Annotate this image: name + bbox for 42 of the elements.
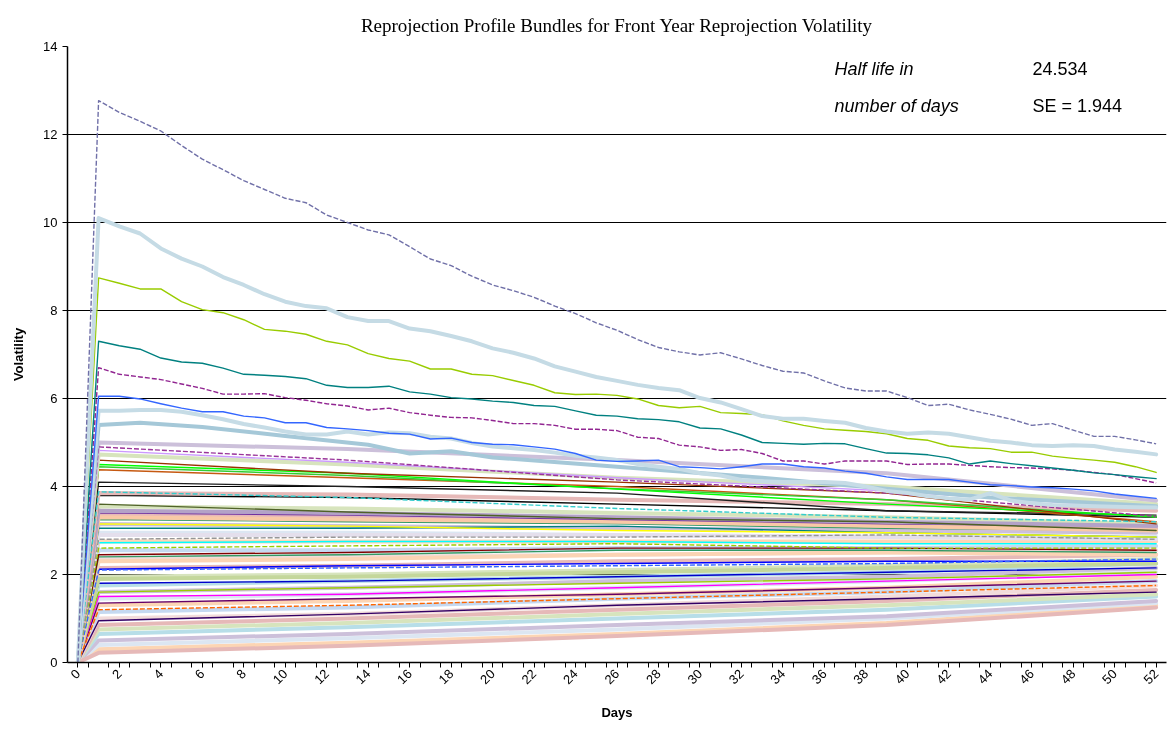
x-tick-label: 46 [1016,666,1038,688]
y-axis-title: Volatility [11,327,27,382]
x-tick-label: 38 [850,666,872,688]
x-tick-label: 24 [560,666,581,688]
x-tick-label: 44 [974,666,996,688]
annotation: Half life in [834,58,914,79]
x-tick-label: 16 [394,666,415,688]
x-tick-label: 18 [435,666,457,688]
x-tick-label: 0 [67,666,84,682]
y-tick-label: 4 [50,479,58,494]
y-tick-label: 8 [50,303,58,318]
x-tick-label: 36 [808,666,830,688]
annotation: number of days [834,95,959,116]
y-tick-label: 10 [43,215,58,230]
x-tick-label: 4 [150,666,167,682]
x-tick-label: 50 [1099,666,1120,688]
annotation: SE = 1.944 [1032,95,1122,116]
x-tick-label: 6 [191,666,208,682]
y-tick-label: 0 [50,655,58,670]
x-tick-label: 10 [269,666,291,688]
x-tick-label: 20 [477,666,498,688]
y-tick-label: 14 [43,39,58,54]
x-tick-label: 40 [891,666,913,688]
y-tick-label: 2 [50,567,58,582]
x-tick-label: 32 [725,666,747,688]
x-tick-label: 48 [1057,666,1079,688]
x-tick-label: 2 [108,666,125,682]
x-tick-label: 28 [642,666,664,688]
x-tick-label: 22 [518,666,540,688]
x-tick-label: 8 [233,666,250,682]
x-tick-label: 12 [311,666,333,688]
chart-title: Reprojection Profile Bundles for Front Year Reprojection Volatility [360,15,873,36]
x-tick-label: 42 [933,666,955,688]
x-tick-label: 34 [767,666,789,688]
x-tick-label: 52 [1140,666,1162,688]
y-tick-label: 12 [43,127,58,142]
x-tick-label: 14 [352,666,374,688]
x-tick-label: 26 [601,666,623,688]
x-tick-label: 30 [684,666,706,688]
y-tick-label: 6 [50,391,58,406]
x-axis-title: Days [601,705,633,721]
annotation: 24.534 [1032,59,1088,80]
